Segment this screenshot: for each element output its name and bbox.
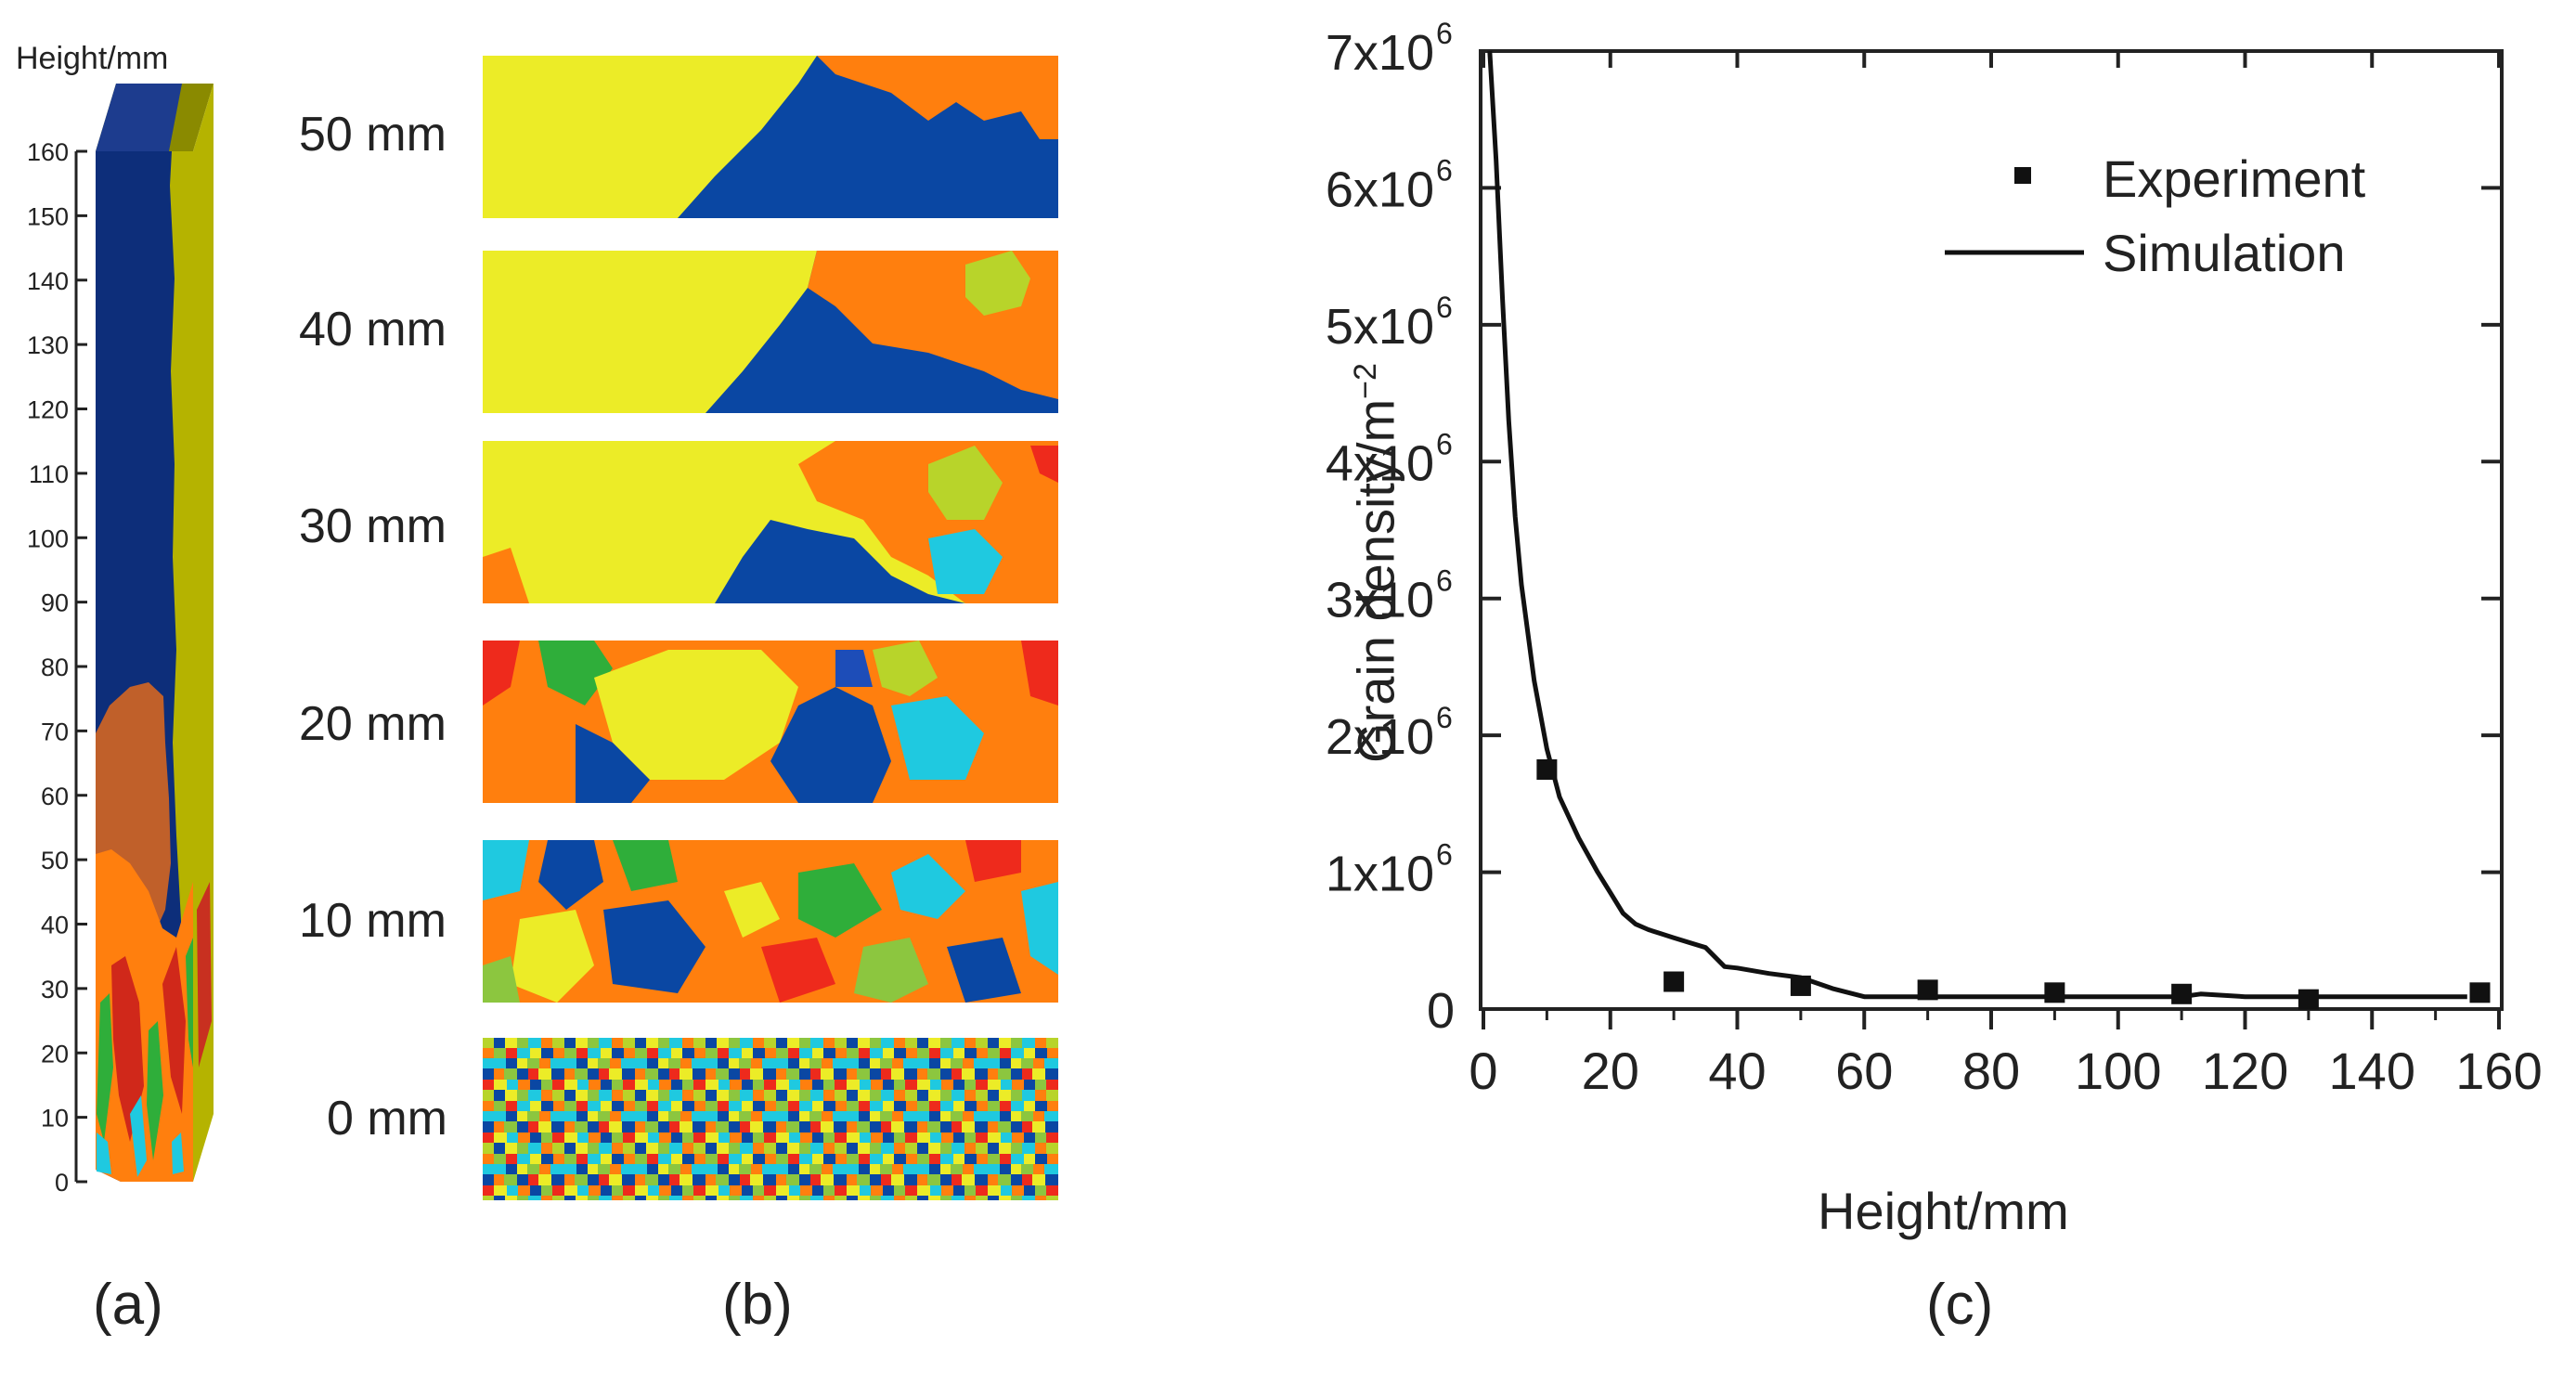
panel-a-tick-label: 80	[41, 654, 69, 681]
y-tick-label: 0	[1427, 983, 1455, 1039]
chart-legend	[1945, 167, 2084, 255]
y-tick-label-exponent: 6	[1436, 291, 1453, 324]
column-cyan-grains	[97, 1095, 184, 1177]
panel-b-slice-40mm	[483, 251, 1058, 413]
panel-a-axis-title: Height/mm	[16, 41, 169, 76]
slice-label-40mm: 40 mm	[299, 303, 447, 356]
chart-tick-group	[1481, 49, 2502, 1029]
y-tick-label: 4x10	[1326, 435, 1434, 491]
panel-a-tick-label: 140	[27, 267, 69, 295]
panel-b-slice-10mm	[483, 840, 1058, 1003]
x-tick-label: 100	[2075, 1042, 2161, 1100]
y-tick-label-exponent: 6	[1436, 427, 1453, 460]
y-tick-label: 6x10	[1326, 162, 1434, 217]
legend-simulation-label: Simulation	[2103, 224, 2346, 282]
panel-a-tick-label: 100	[27, 524, 69, 552]
experiment-point	[1790, 975, 1811, 996]
panel-a-tick-label: 10	[41, 1105, 69, 1133]
column-yellow-grain	[170, 151, 193, 938]
chart-series-group	[1487, 50, 2491, 1010]
y-tick-label-exponent: 6	[1436, 701, 1453, 734]
column-darkred-grains	[197, 882, 212, 1068]
experiment-point	[2171, 983, 2193, 1004]
panel-b-caption: (b)	[722, 1273, 793, 1337]
panel-a-tick-group: 0 10 20 30 40 50 60 70 80 90 100 110 120 130 140 150 160	[27, 138, 87, 1197]
slice-label-10mm: 10 mm	[299, 894, 447, 948]
slice-label-30mm: 30 mm	[299, 499, 447, 553]
panel-a-column	[96, 84, 214, 1182]
y-tick-label: 3x10	[1326, 573, 1434, 628]
panel-a-tick-label: 60	[41, 783, 69, 810]
panel-a-axis: 0 10 20 30 40 50 60 70 80 90 100 110 120 130 140 150 160	[27, 138, 87, 1197]
experiment-point	[2044, 982, 2065, 1003]
panel-a-tick-label: 70	[41, 718, 69, 745]
x-tick-label: 20	[1582, 1042, 1639, 1100]
x-tick-label: 140	[2329, 1042, 2415, 1100]
panel-a-tick-label: 50	[41, 847, 69, 874]
chart-x-axis-label: Height/mm	[1818, 1182, 2069, 1240]
y-tick-label: 1x10	[1326, 847, 1434, 902]
x-tick-label: 0	[1469, 1042, 1497, 1100]
panel-b-slice-0mm	[483, 1038, 1058, 1200]
panel-a-tick-label: 90	[41, 589, 69, 617]
y-tick-label-exponent: 6	[1436, 17, 1453, 50]
y-tick-label-exponent: 6	[1436, 838, 1453, 872]
y-tick-label: 2x10	[1326, 709, 1434, 765]
x-tick-label: 60	[1835, 1042, 1893, 1100]
y-tick-label-exponent: 6	[1436, 153, 1453, 187]
panel-a-tick-label: 150	[27, 202, 69, 230]
chart-y-axis-label-text: Grain density/m	[1346, 398, 1405, 763]
chart-y-axis-label: Grain density/m−2	[1346, 331, 1406, 796]
x-tick-label: 80	[1962, 1042, 2020, 1100]
panel-a-tick-label: 160	[27, 138, 69, 166]
legend-experiment-marker	[2014, 167, 2031, 184]
panel-a-tick-label: 130	[27, 331, 69, 359]
panel-b-slice-50mm	[483, 56, 1058, 218]
experiment-point	[1663, 971, 1685, 992]
panel-a-tick-label: 120	[27, 396, 69, 424]
experiment-point	[2298, 989, 2319, 1010]
x-tick-label: 40	[1708, 1042, 1766, 1100]
column-red-grains	[111, 947, 186, 1142]
experiment-point	[1536, 759, 1558, 780]
slice-label-20mm: 20 mm	[299, 697, 447, 751]
panel-a-tick-label: 40	[41, 912, 69, 939]
y-tick-label: 7x10	[1326, 25, 1434, 81]
y-tick-label-exponent: 6	[1436, 564, 1453, 598]
chart-y-axis-label-exponent: −2	[1347, 363, 1383, 399]
experiment-point	[2469, 982, 2491, 1003]
y-tick-label: 5x10	[1326, 299, 1434, 355]
experiment-point	[1917, 979, 1938, 1001]
panel-b-slice-20mm	[483, 641, 1058, 803]
legend-experiment-label: Experiment	[2103, 149, 2366, 208]
panel-a-tick-label: 0	[55, 1169, 69, 1197]
x-tick-label: 160	[2455, 1042, 2542, 1100]
panel-a-caption: (a)	[93, 1273, 163, 1337]
panel-a-tick-label: 30	[41, 976, 69, 1003]
column-top-face-blue	[96, 84, 182, 151]
chart-caption: (c)	[1926, 1273, 1994, 1337]
panel-b-slice-30mm	[483, 441, 1058, 603]
panel-a-tick-label: 110	[29, 460, 69, 488]
slice-label-50mm: 50 mm	[299, 108, 447, 162]
x-tick-label: 120	[2202, 1042, 2288, 1100]
slice-label-0mm: 0 mm	[327, 1092, 447, 1146]
panel-a-tick-label: 20	[41, 1040, 69, 1068]
